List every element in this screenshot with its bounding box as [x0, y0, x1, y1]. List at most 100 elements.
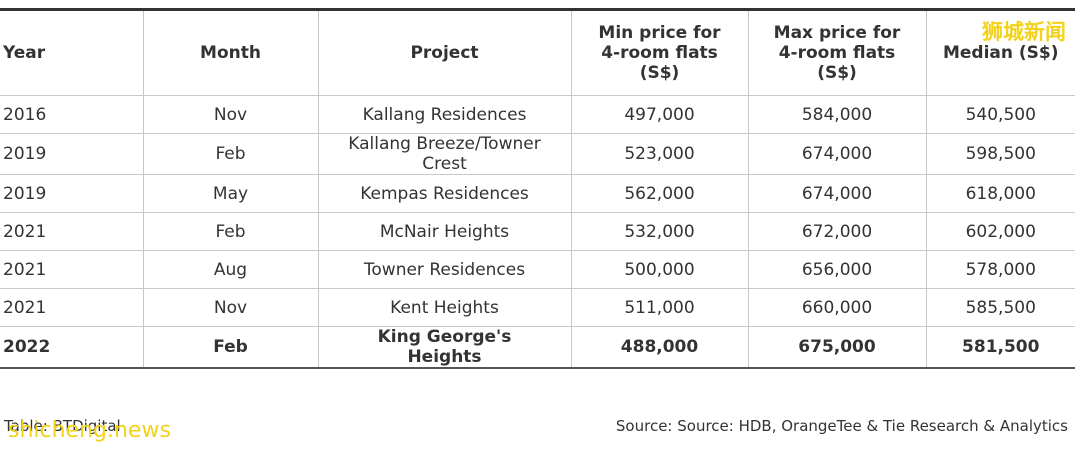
table-cell: 2022 — [0, 326, 144, 369]
cell-text: 2021 — [3, 297, 47, 318]
header-text: Median (S$) — [942, 43, 1059, 63]
cell-text: 618,000 — [965, 183, 1036, 204]
table-cell: 675,000 — [747, 326, 927, 369]
cell-text: 578,000 — [965, 259, 1036, 280]
cell-text: Feb — [213, 337, 248, 357]
table-row: 2021 Aug Towner Residences 500,000 656,000 57… — [0, 250, 1075, 289]
cell-text: May — [212, 183, 249, 204]
cell-text: 2021 — [3, 221, 47, 242]
table-cell: 2019 — [0, 174, 144, 213]
cell-text: 675,000 — [798, 337, 876, 357]
table-cell: 585,500 — [925, 288, 1075, 327]
cell-text: 2019 — [3, 144, 47, 164]
header-text: Project — [410, 43, 479, 63]
cell-text: 2016 — [3, 104, 47, 125]
header-row: Year Month Project Min price for 4-room fla… — [0, 9, 1075, 96]
cell-text: 2019 — [3, 183, 47, 204]
watermark: 狮城新闻 — [982, 20, 1066, 44]
cell-text: 581,500 — [962, 337, 1040, 357]
header-cell: Year — [0, 9, 144, 96]
cell-text: 660,000 — [801, 297, 873, 318]
cell-text: King George's Heights — [377, 327, 512, 367]
cell-text: Nov — [213, 297, 248, 318]
table-cell: 540,500 — [925, 95, 1075, 134]
header-cell: Median (S$) — [925, 9, 1075, 96]
table-cell: 581,500 — [925, 326, 1075, 369]
cell-text: Kallang Breeze/Towner Crest — [348, 134, 541, 174]
table-cell: 2019 — [0, 133, 144, 175]
cell-text: Towner Residences — [363, 259, 526, 280]
table-cell: 2021 — [0, 250, 144, 289]
cell-text: 532,000 — [624, 221, 695, 242]
cell-text: Feb — [215, 221, 246, 242]
cell-text: 2021 — [3, 259, 47, 280]
cell-text: Kempas Residences — [360, 183, 529, 204]
table-cell: 674,000 — [747, 133, 927, 175]
table-cell: Aug — [142, 250, 319, 289]
cell-text: 488,000 — [620, 337, 699, 357]
cell-text: 584,000 — [801, 104, 873, 125]
cell-text: 656,000 — [801, 259, 873, 280]
table-row: 2016 Nov Kallang Residences 497,000 584,000 5… — [0, 95, 1075, 134]
header-text: Month — [200, 43, 261, 63]
cell-text: 2022 — [3, 337, 51, 357]
table-cell: Nov — [142, 95, 319, 134]
credit: Table: BTDigital — [4, 417, 121, 435]
table-cell: McNair Heights — [317, 212, 572, 251]
cell-text: 497,000 — [624, 104, 695, 125]
cell-text: 674,000 — [801, 144, 873, 164]
cell-text: McNair Heights — [379, 221, 510, 242]
cell-text: 511,000 — [624, 297, 695, 318]
header-cell: Project — [317, 9, 572, 96]
table-cell: 523,000 — [570, 133, 749, 175]
cell-text: 540,500 — [965, 104, 1036, 125]
cell-text: 674,000 — [801, 183, 873, 204]
table-cell: 500,000 — [570, 250, 749, 289]
header-cell: Month — [142, 9, 319, 96]
table-cell: 674,000 — [747, 174, 927, 213]
table-cell: King George's Heights — [317, 326, 572, 369]
table-cell: 488,000 — [570, 326, 749, 369]
table-cell: 2016 — [0, 95, 144, 134]
cell-text: Aug — [213, 259, 248, 280]
table-cell: 578,000 — [925, 250, 1075, 289]
cell-text: Feb — [215, 144, 246, 164]
table-row: 2021 Feb McNair Heights 532,000 672,000 602,0… — [0, 212, 1075, 251]
header-cell: Min price for 4-room flats (S$) — [570, 9, 749, 96]
table-cell: May — [142, 174, 319, 213]
table-cell: 618,000 — [925, 174, 1075, 213]
table-cell: Kallang Residences — [317, 95, 572, 134]
table-cell: 532,000 — [570, 212, 749, 251]
table-cell: Kent Heights — [317, 288, 572, 327]
table-cell: 2021 — [0, 212, 144, 251]
cell-text: 523,000 — [624, 144, 695, 164]
table-cell: Nov — [142, 288, 319, 327]
cell-text: 500,000 — [624, 259, 695, 280]
table-cell: 602,000 — [925, 212, 1075, 251]
watermark: shicheng.news — [8, 418, 171, 443]
table-cell: 562,000 — [570, 174, 749, 213]
cell-text: 672,000 — [801, 221, 873, 242]
table-cell: Feb — [142, 212, 319, 251]
source: Source: Source: HDB, OrangeTee & Tie Res… — [615, 417, 1068, 435]
table-cell: Feb — [142, 133, 319, 175]
table-row: 2022 Feb King George's Heights 488,000 675,0… — [0, 326, 1075, 369]
table-body: 2016 Nov Kallang Residences 497,000 584,000 5… — [0, 95, 1075, 369]
cell-text: 598,500 — [965, 144, 1036, 164]
cell-text: Nov — [213, 104, 248, 125]
table-cell: Feb — [142, 326, 319, 369]
table-cell: Kempas Residences — [317, 174, 572, 213]
table-row: 2019 Feb Kallang Breeze/Towner Crest 523,00… — [0, 133, 1075, 175]
table-cell: Kallang Breeze/Towner Crest — [317, 133, 572, 175]
table-row: 2021 Nov Kent Heights 511,000 660,000 585,500 — [0, 288, 1075, 327]
table-row: 2019 May Kempas Residences 562,000 674,000 61… — [0, 174, 1075, 213]
header-text: Min price for 4-room flats (S$) — [598, 23, 721, 83]
price-table: Year Month Project Min price for 4-room fla… — [0, 8, 1075, 369]
table-cell: 660,000 — [747, 288, 927, 327]
table-cell: 511,000 — [570, 288, 749, 327]
table-cell: 2021 — [0, 288, 144, 327]
table-cell: 672,000 — [747, 212, 927, 251]
table-cell: 584,000 — [747, 95, 927, 134]
cell-text: 602,000 — [965, 221, 1036, 242]
